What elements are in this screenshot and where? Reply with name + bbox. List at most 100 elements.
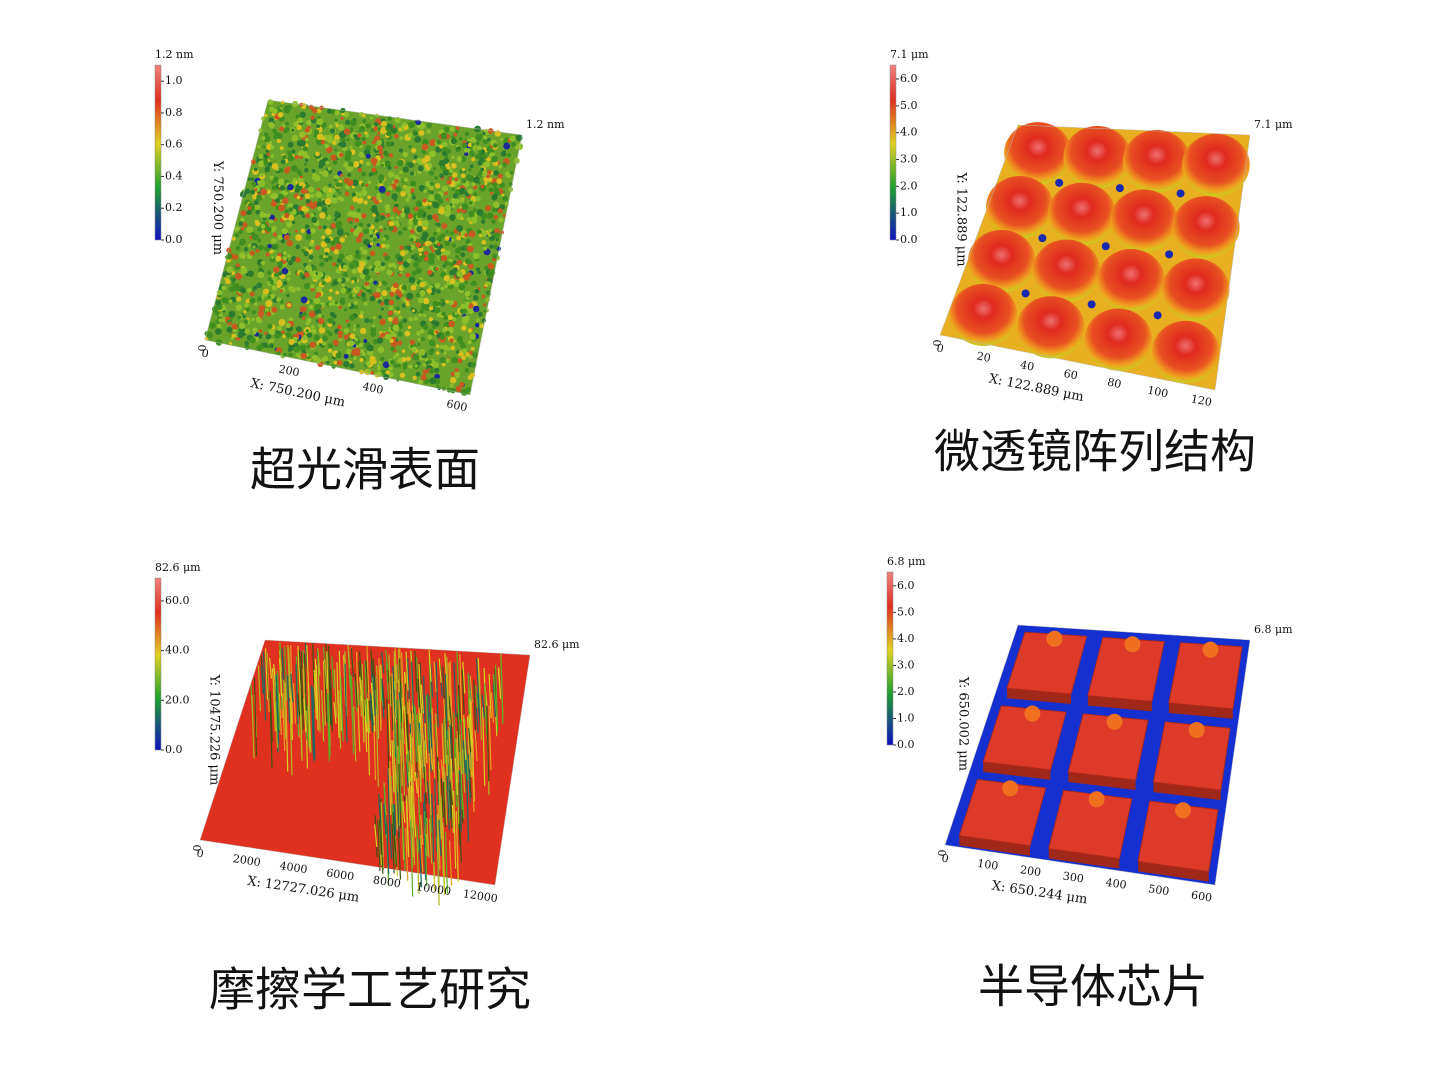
wear-streak: [490, 692, 495, 723]
surface-texture: [364, 318, 370, 324]
wear-streak: [410, 820, 414, 897]
wear-streak: [355, 651, 360, 726]
microlens: [1048, 182, 1116, 245]
surface-texture: [339, 299, 346, 305]
surface-texture: [348, 340, 355, 347]
wear-streak: [423, 767, 427, 804]
surface-texture: [444, 236, 450, 241]
chip: [982, 705, 1067, 771]
wear-streak: [428, 649, 432, 682]
wear-streak: [500, 657, 504, 725]
surface-texture: [322, 170, 329, 178]
surface-texture: [483, 161, 491, 168]
surface-texture: [224, 298, 230, 304]
surface-texture: [397, 331, 403, 337]
surface-texture: [378, 314, 383, 320]
surface-texture: [398, 315, 403, 320]
surface-texture: [322, 225, 327, 230]
surface-texture: [266, 226, 272, 233]
surface-texture: [420, 374, 427, 381]
surface-texture: [318, 254, 324, 260]
surface-texture: [418, 349, 426, 356]
wear-streak: [299, 665, 303, 714]
colorbar-max-label: 82.6 μm: [155, 561, 201, 574]
surface-texture: [422, 138, 429, 146]
surface-texture: [330, 222, 337, 229]
surface-texture: [358, 222, 364, 228]
surface-outline: [199, 639, 531, 886]
wear-streak: [336, 662, 340, 738]
surface-texture: [427, 334, 433, 340]
surface-texture: [268, 343, 274, 349]
surface-texture: [451, 163, 457, 169]
surface-texture: [257, 310, 265, 317]
y-tick-label: 0: [935, 850, 948, 857]
wear-streak: [327, 693, 331, 757]
surface-texture: [426, 288, 432, 294]
surface-texture: [397, 256, 404, 263]
chip-side: [1168, 702, 1233, 719]
surface-texture: [417, 297, 425, 304]
surface-texture: [365, 123, 371, 129]
chip-side: [1048, 848, 1120, 869]
surface-texture: [429, 236, 436, 243]
surface-texture: [347, 287, 352, 292]
wear-streak: [492, 674, 497, 703]
surface-texture: [464, 131, 470, 137]
x-tick-label: 120: [1190, 392, 1213, 409]
wear-streak: [278, 650, 282, 672]
surface-texture: [226, 266, 234, 274]
surface-texture: [299, 139, 306, 147]
surface-texture: [300, 228, 305, 233]
wear-streak: [401, 716, 406, 796]
surface-texture: [389, 306, 393, 311]
surface-texture: [459, 381, 465, 387]
surface-texture: [305, 183, 310, 188]
surface-texture: [470, 346, 475, 351]
surface-texture: [249, 250, 255, 256]
wear-streak: [475, 706, 479, 733]
wear-streak: [276, 671, 281, 731]
surface-texture: [260, 223, 266, 229]
surface-texture: [471, 182, 476, 187]
chip-pad: [1024, 705, 1041, 722]
colorbar-tick-label: 0.8: [165, 106, 183, 119]
surface-texture: [415, 267, 422, 274]
wear-streak: [398, 763, 402, 829]
surface-texture: [473, 208, 477, 212]
surface-texture: [337, 324, 342, 330]
surface-texture: [358, 232, 364, 238]
surface-texture: [301, 248, 306, 253]
surface-texture: [417, 337, 422, 342]
wear-streak: [414, 707, 418, 762]
surface-texture: [353, 336, 359, 342]
wear-streak: [494, 664, 499, 732]
surface-texture: [486, 174, 491, 179]
wear-streak: [317, 648, 321, 676]
surface-texture: [269, 214, 275, 221]
microlens: [967, 229, 1036, 293]
wear-streak: [424, 723, 428, 764]
wear-streak: [411, 737, 416, 782]
colorbar: [889, 64, 897, 241]
surface-texture: [456, 213, 463, 220]
surface-texture: [284, 191, 289, 196]
surface-texture: [369, 250, 376, 257]
surface-texture: [350, 211, 358, 219]
surface-texture: [338, 132, 346, 139]
colorbar-tick-label: 60.0: [165, 594, 190, 607]
wear-streak: [468, 738, 472, 778]
surface-texture: [255, 249, 260, 253]
surface-texture: [428, 306, 434, 311]
surface-texture: [385, 370, 390, 375]
surface-texture: [256, 145, 261, 149]
surface-texture: [278, 271, 283, 276]
surface-texture: [317, 359, 322, 363]
x-tick-label: 0: [196, 847, 205, 861]
surface-texture: [467, 142, 473, 148]
surface-texture: [316, 118, 324, 126]
surface-texture: [252, 195, 257, 200]
surface-texture: [455, 350, 460, 354]
wear-streak: [372, 674, 376, 716]
surface-texture: [277, 193, 285, 200]
